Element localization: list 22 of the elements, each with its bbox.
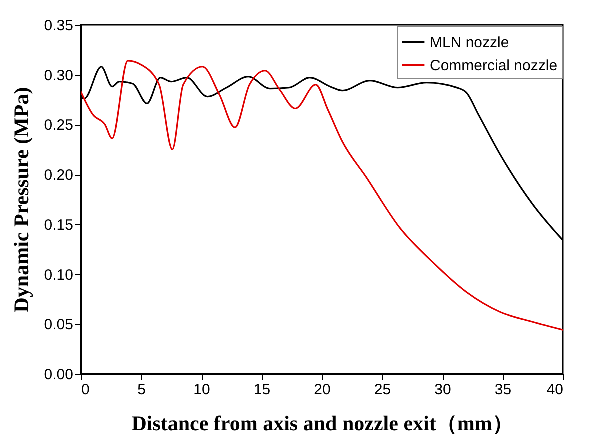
x-tick-label: 35 — [494, 382, 512, 398]
x-tick-label: 10 — [194, 382, 210, 398]
y-tick-label: 0.05 — [44, 316, 74, 334]
x-tick-label: 30 — [434, 382, 452, 398]
y-tick-label: 0.00 — [44, 366, 74, 384]
x-tick-label: 0 — [82, 382, 90, 398]
y-tick-label: 0.30 — [44, 67, 74, 84]
y-tick-label: 0.15 — [44, 216, 74, 234]
legend-label: Commercial nozzle — [430, 58, 558, 74]
legend-label: MLN nozzle — [430, 34, 510, 52]
x-axis-title: Distance from axis and nozzle exit（mm） — [132, 412, 514, 436]
y-tick-label: 0.10 — [44, 266, 74, 284]
y-axis-title: Dynamic Pressure (MPa) — [9, 87, 34, 313]
x-tick-label: 40 — [546, 382, 564, 398]
x-tick-label: 5 — [138, 382, 146, 398]
y-tick-label: 0.35 — [44, 18, 74, 34]
y-tick-label: 0.25 — [44, 117, 74, 134]
x-tick-label: 25 — [374, 382, 392, 398]
y-tick-label: 0.20 — [44, 167, 74, 184]
line-series — [81, 60, 563, 331]
x-tick-label: 20 — [314, 382, 331, 398]
x-tick-label: 15 — [254, 382, 271, 398]
